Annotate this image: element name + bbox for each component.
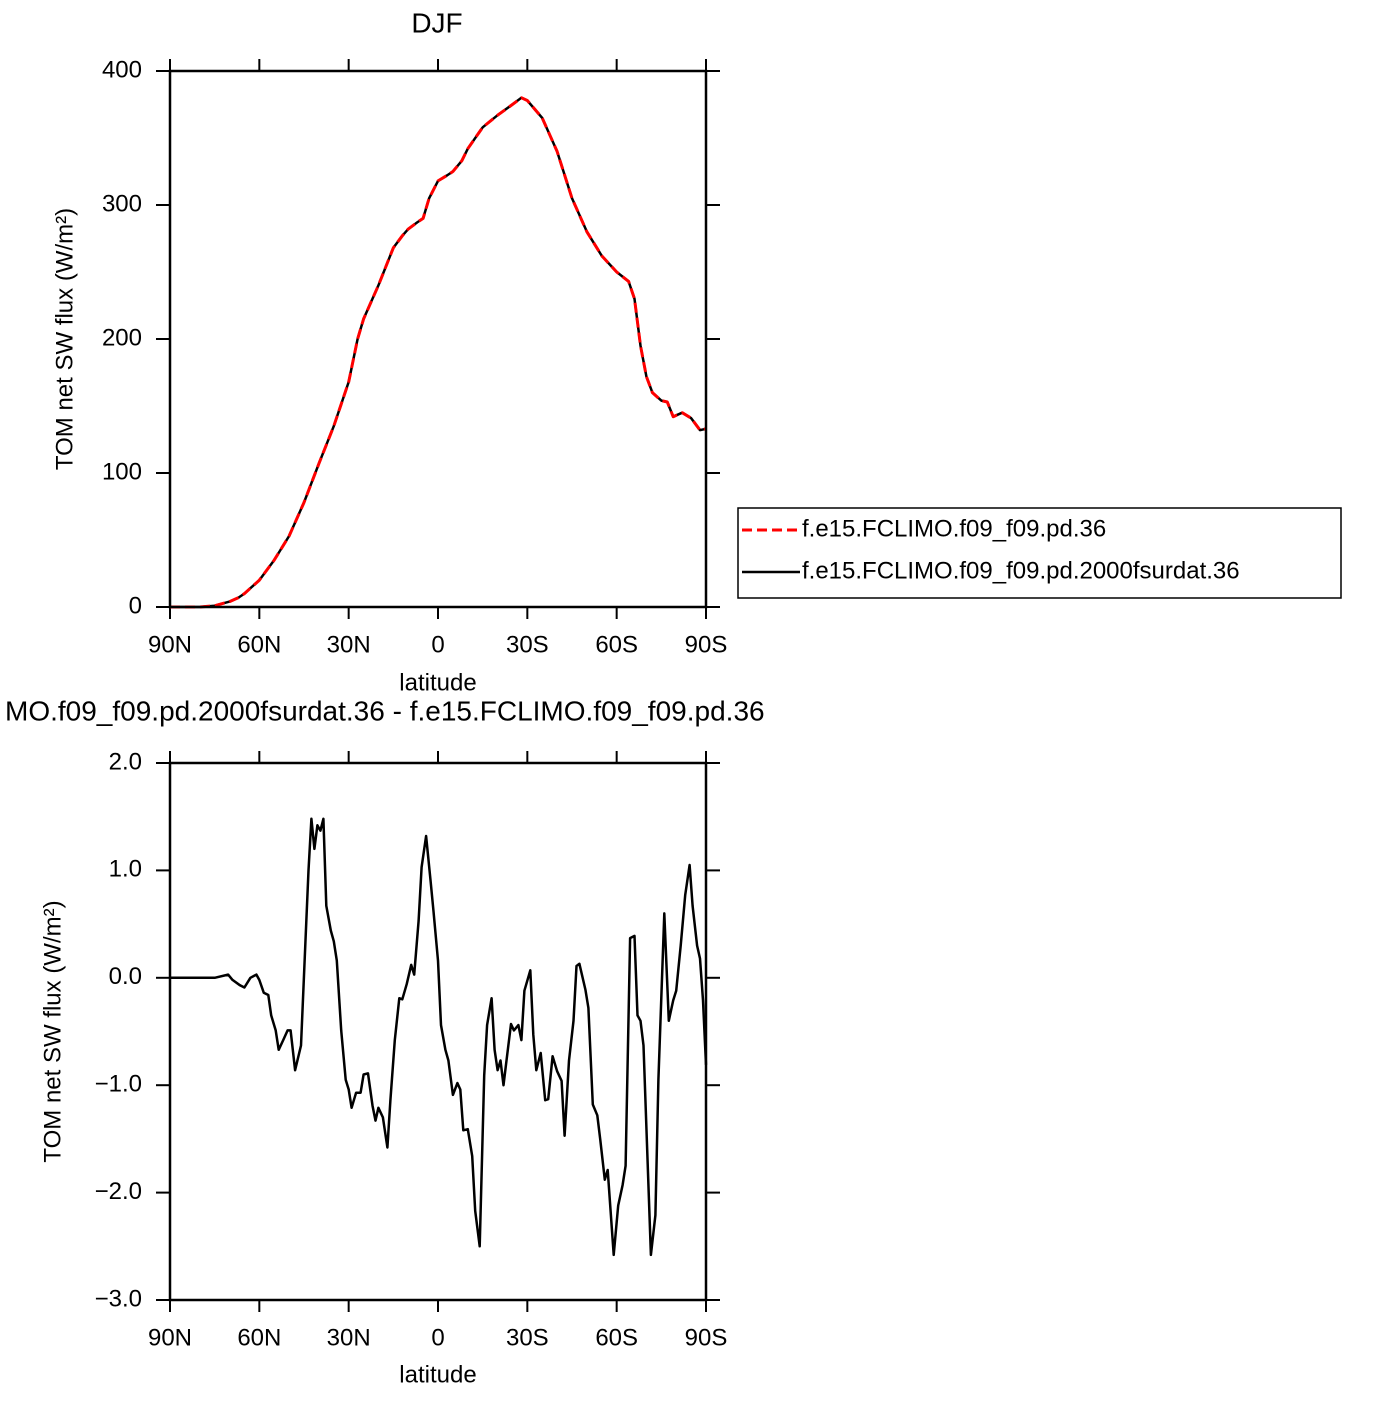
x-tick-label: 30S [506, 631, 549, 658]
y-tick-label: 400 [102, 56, 142, 83]
x-tick-label: 60S [595, 1324, 638, 1351]
y-tick-label: −3.0 [95, 1285, 142, 1312]
plot-frame [168, 761, 708, 1302]
y-tick-label: 1.0 [109, 856, 142, 883]
x-tick-label: 60N [237, 1324, 281, 1351]
x-tick-label: 90S [685, 1324, 728, 1351]
y-tick-label: −2.0 [95, 1178, 142, 1205]
y-axis-label: TOM net SW flux (W/m²) [51, 208, 78, 470]
x-tick-label: 60N [237, 631, 281, 658]
x-tick-label: 0 [431, 631, 444, 658]
data-line [170, 96, 707, 609]
y-tick-label: 0 [129, 592, 142, 619]
legend-label: f.e15.FCLIMO.f09_f09.pd.2000fsurdat.36 [802, 557, 1240, 584]
data-line [170, 96, 707, 609]
chart-title: MO.f09_f09.pd.2000fsurdat.36 - f.e15.FCL… [5, 695, 765, 726]
x-tick-label: 60S [595, 631, 638, 658]
y-axis-label: TOM net SW flux (W/m²) [39, 900, 66, 1162]
x-tick-label: 30N [327, 631, 371, 658]
x-tick-label: 90S [685, 631, 728, 658]
y-tick-label: 200 [102, 324, 142, 351]
x-tick-label: 90N [148, 631, 192, 658]
chart-title: DJF [411, 7, 462, 38]
legend-label: f.e15.FCLIMO.f09_f09.pd.36 [802, 515, 1106, 542]
x-tick-label: 0 [431, 1324, 444, 1351]
x-axis-label: latitude [399, 1361, 476, 1388]
plot-frame [168, 69, 708, 609]
x-tick-label: 30N [327, 1324, 371, 1351]
y-tick-label: −1.0 [95, 1071, 142, 1098]
y-tick-label: 100 [102, 458, 142, 485]
y-tick-label: 0.0 [109, 963, 142, 990]
y-tick-label: 300 [102, 190, 142, 217]
x-tick-label: 90N [148, 1324, 192, 1351]
data-line [170, 817, 708, 1257]
x-axis-label: latitude [399, 669, 476, 696]
legend-box [737, 507, 1342, 599]
y-tick-label: 2.0 [109, 748, 142, 775]
x-tick-label: 30S [506, 1324, 549, 1351]
